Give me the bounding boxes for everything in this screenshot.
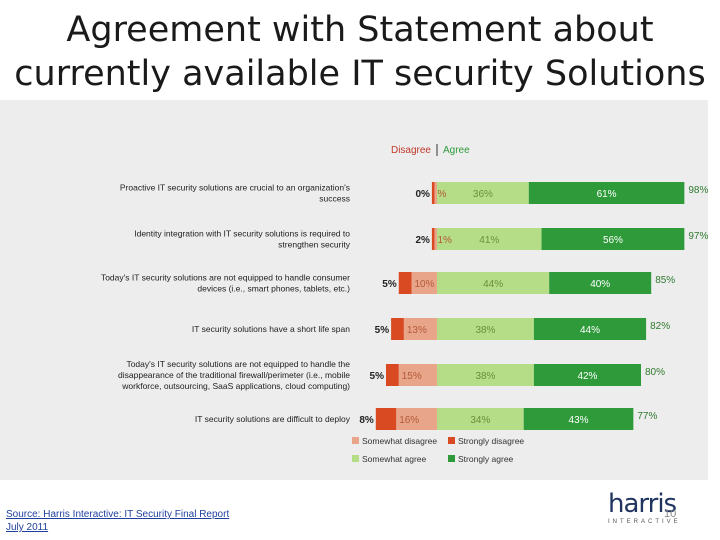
label-somewhat-agree: 34% bbox=[470, 415, 490, 426]
bar-somewhat-agree bbox=[437, 228, 542, 250]
label-total-disagree: 0% bbox=[415, 189, 430, 200]
bar-strongly-disagree bbox=[431, 182, 435, 204]
category-label: strengthen security bbox=[278, 240, 351, 250]
label-strongly-agree: 40% bbox=[590, 279, 610, 290]
label-somewhat-disagree: % bbox=[437, 189, 446, 200]
label-total-disagree: 5% bbox=[370, 371, 385, 382]
label-somewhat-agree: 38% bbox=[475, 371, 495, 382]
category-label: Identity integration with IT security so… bbox=[134, 229, 350, 239]
label-strongly-agree: 42% bbox=[577, 371, 597, 382]
label-total-disagree: 2% bbox=[415, 235, 430, 246]
category-label: success bbox=[319, 194, 350, 204]
header-agree: Agree bbox=[443, 145, 470, 156]
label-total-disagree: 8% bbox=[359, 415, 374, 426]
legend-swatch bbox=[448, 455, 455, 462]
bar-strongly-agree bbox=[549, 272, 652, 294]
label-somewhat-agree: 41% bbox=[479, 235, 499, 246]
bar-strongly-disagree bbox=[431, 228, 435, 250]
bar-somewhat-disagree bbox=[398, 364, 437, 386]
bar-strongly-disagree bbox=[398, 272, 412, 294]
bar-strongly-disagree bbox=[386, 364, 399, 386]
label-total-disagree: 5% bbox=[375, 325, 390, 336]
category-label: Today's IT security solutions are not eq… bbox=[101, 273, 350, 283]
page-number: 10 bbox=[664, 508, 677, 520]
label-strongly-agree: 43% bbox=[569, 415, 589, 426]
slide-title: Agreement with Statement about currently… bbox=[14, 10, 706, 94]
label-somewhat-disagree: 15% bbox=[402, 371, 422, 382]
label-somewhat-disagree: 10% bbox=[415, 279, 435, 290]
bar-somewhat-disagree bbox=[434, 228, 437, 250]
bar-somewhat-agree bbox=[437, 408, 524, 430]
legend-label: Somewhat agree bbox=[362, 454, 427, 464]
bar-strongly-agree bbox=[523, 408, 634, 430]
bar-strongly-agree bbox=[533, 364, 641, 386]
category-label: Proactive IT security solutions are cruc… bbox=[120, 183, 350, 193]
logo-wordmark: harris bbox=[608, 489, 677, 519]
bar-somewhat-agree bbox=[437, 364, 534, 386]
label-total-agree: 98% bbox=[688, 185, 708, 196]
bar-strongly-disagree bbox=[391, 318, 404, 340]
legend-swatch bbox=[352, 437, 359, 444]
bar-somewhat-agree bbox=[437, 272, 550, 294]
label-somewhat-disagree: 13% bbox=[407, 325, 427, 336]
bar-strongly-agree bbox=[541, 228, 685, 250]
legend-label: Strongly disagree bbox=[458, 436, 524, 446]
legend-label: Strongly agree bbox=[458, 454, 514, 464]
legend-swatch bbox=[352, 455, 359, 462]
category-label: IT security solutions are difficult to d… bbox=[195, 414, 351, 424]
label-total-agree: 85% bbox=[655, 275, 675, 286]
label-total-disagree: 5% bbox=[382, 279, 397, 290]
category-label: disappearance of the traditional firewal… bbox=[118, 370, 350, 380]
label-total-agree: 77% bbox=[637, 411, 657, 422]
label-total-agree: 80% bbox=[645, 367, 665, 378]
chart-panel: Disagree Agree Proactive IT security solut… bbox=[0, 100, 708, 480]
label-total-agree: 82% bbox=[650, 321, 670, 332]
label-total-agree: 97% bbox=[688, 231, 708, 242]
label-strongly-agree: 44% bbox=[580, 325, 600, 336]
category-label: IT security solutions have a short life … bbox=[192, 324, 350, 334]
label-strongly-agree: 61% bbox=[597, 189, 617, 200]
bar-somewhat-agree bbox=[437, 318, 534, 340]
bar-somewhat-disagree bbox=[403, 318, 437, 340]
bar-strongly-agree bbox=[533, 318, 647, 340]
label-somewhat-agree: 44% bbox=[483, 279, 503, 290]
bar-somewhat-disagree bbox=[434, 182, 437, 204]
header-disagree: Disagree bbox=[391, 145, 431, 156]
category-label: Today's IT security solutions are not eq… bbox=[126, 359, 350, 369]
bar-somewhat-disagree bbox=[411, 272, 437, 294]
bar-somewhat-disagree bbox=[396, 408, 437, 430]
category-label: workforce, outsourcing, SaaS application… bbox=[121, 381, 350, 391]
label-somewhat-disagree: 1% bbox=[437, 235, 452, 246]
logo-subtext: INTERACTIVE bbox=[608, 519, 681, 525]
harris-logo: harris INTERACTIVE bbox=[608, 489, 681, 530]
bar-strongly-disagree bbox=[375, 408, 397, 430]
source-note[interactable]: Source: Harris Interactive: IT Security … bbox=[6, 509, 230, 533]
category-label: devices (i.e., smart phones, tablets, et… bbox=[197, 284, 350, 294]
label-somewhat-agree: 36% bbox=[473, 189, 493, 200]
bar-somewhat-agree bbox=[437, 182, 529, 204]
legend-label: Somewhat disagree bbox=[362, 436, 437, 446]
label-somewhat-disagree: 16% bbox=[399, 415, 419, 426]
legend-swatch bbox=[448, 437, 455, 444]
diverging-bar-chart: Disagree Agree Proactive IT security solut… bbox=[101, 144, 708, 464]
label-somewhat-agree: 38% bbox=[475, 325, 495, 336]
label-strongly-agree: 56% bbox=[603, 235, 623, 246]
bar-strongly-agree bbox=[528, 182, 685, 204]
